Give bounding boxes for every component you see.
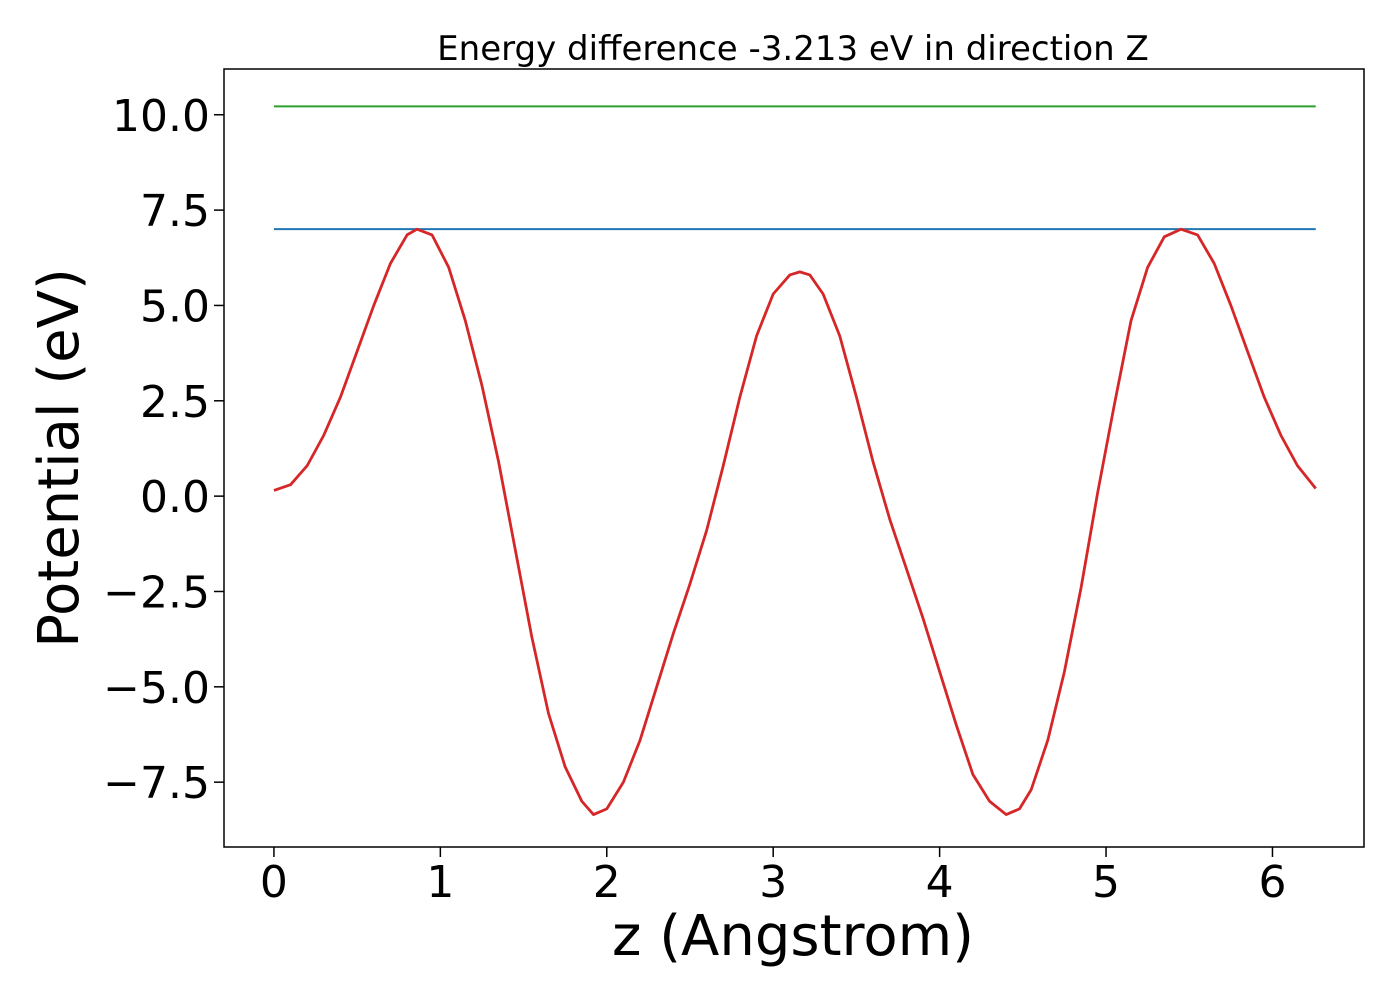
x-tick-label: 6 xyxy=(1258,857,1286,908)
reference-lines xyxy=(273,105,1316,231)
series-group xyxy=(273,227,1317,816)
x-axis-ticks: 0 1 2 3 4 5 6 xyxy=(260,847,1286,908)
x-axis-label: z (Angstrom) xyxy=(612,904,974,969)
y-tick-label: 5.0 xyxy=(140,281,210,332)
y-tick-label: 7.5 xyxy=(140,186,210,237)
x-tick-label: 0 xyxy=(260,857,288,908)
y-tick-label: 2.5 xyxy=(140,377,210,428)
x-tick-label: 3 xyxy=(759,857,787,908)
y-axis-label: Potential (eV) xyxy=(27,268,92,648)
y-tick-label: −2.5 xyxy=(103,567,210,618)
y-tick-label: 10.0 xyxy=(112,91,210,142)
x-tick-label: 4 xyxy=(926,857,954,908)
y-tick-label: 0.0 xyxy=(140,472,210,523)
y-axis-ticks: −7.5 −5.0 −2.5 0.0 2.5 5.0 7.5 10.0 xyxy=(103,91,224,809)
x-tick-label: 1 xyxy=(426,857,454,908)
plot-frame xyxy=(223,68,1365,848)
y-tick-label: −7.5 xyxy=(103,758,210,809)
x-tick-label: 5 xyxy=(1092,857,1120,908)
x-tick-label: 2 xyxy=(593,857,621,908)
chart-title: Energy difference -3.213 eV in direction… xyxy=(437,29,1149,69)
series-line-0 xyxy=(273,227,1317,816)
y-tick-label: −5.0 xyxy=(103,663,210,714)
